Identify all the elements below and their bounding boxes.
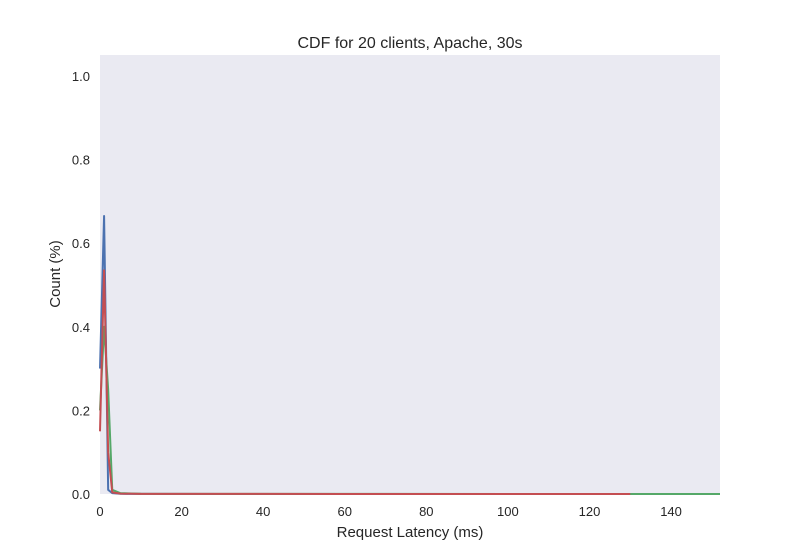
y-tick-label: 0.2 [72,403,90,418]
y-tick-label: 0.6 [72,236,90,251]
y-axis-label: Count (%) [47,240,64,308]
x-tick-label: 0 [96,504,103,519]
x-tick-label: 20 [174,504,188,519]
y-tick-label: 0.4 [72,320,90,335]
y-tick-label: 1.0 [72,69,90,84]
x-tick-labels: 0 20 40 60 80 100 120 140 [96,504,682,519]
x-tick-label: 120 [579,504,601,519]
series-layer [99,214,720,495]
plot-area [100,55,720,494]
x-tick-label: 40 [256,504,270,519]
y-tick-labels: 0.0 0.2 0.4 0.6 0.8 1.0 [72,69,90,502]
x-tick-label: 140 [660,504,682,519]
series-line-3 [99,269,631,495]
x-tick-label: 80 [419,504,433,519]
x-tick-label: 100 [497,504,519,519]
chart-title: CDF for 20 clients, Apache, 30s [298,35,523,52]
x-axis-label: Request Latency (ms) [337,524,484,541]
x-tick-label: 60 [338,504,352,519]
y-tick-label: 0.0 [72,487,90,502]
y-tick-label: 0.8 [72,153,90,168]
